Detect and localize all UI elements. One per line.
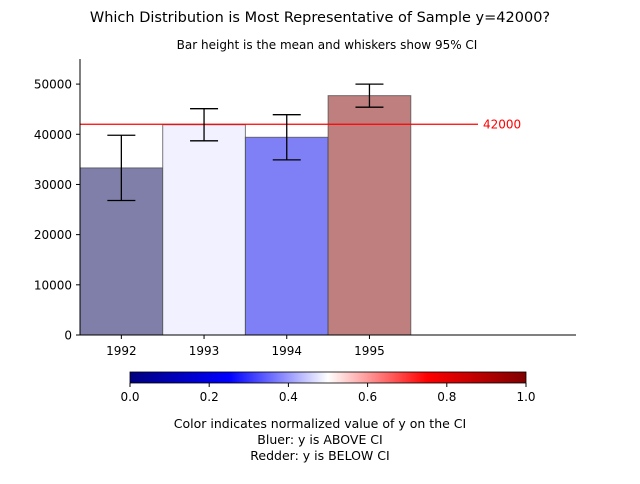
colorbar-tick-label: 0.2	[200, 390, 219, 404]
bar-1993	[162, 124, 246, 336]
colorbar-tick-label: 0.8	[437, 390, 456, 404]
y-tick-label: 30000	[34, 178, 72, 192]
colorbar-tick-label: 0.0	[120, 390, 139, 404]
x-tick-label-1993: 1993	[189, 344, 220, 358]
colorbar-caption-line-2: Bluer: y is ABOVE CI	[257, 432, 382, 447]
colorbar-tick-label: 0.6	[358, 390, 377, 404]
colorbar: 0.0 0.2 0.4 0.6 0.8 1.0 Color indicates norma…	[120, 371, 536, 463]
colorbar-caption-line-1: Color indicates normalized value of y on…	[174, 416, 466, 431]
colorbar-gradient	[129, 371, 527, 384]
bar-1994	[244, 136, 329, 336]
chart-subtitle: Bar height is the mean and whiskers show…	[177, 38, 478, 52]
x-tick-label-1994: 1994	[271, 344, 302, 358]
y-tick-label: 50000	[34, 78, 72, 92]
bar-1995	[327, 95, 412, 336]
reference-line-label: 42000	[483, 118, 521, 132]
plot-area: 42000 0 10000 20000 30000 40000 50000 1992 1993 1…	[34, 59, 576, 358]
colorbar-tick-label: 0.4	[279, 390, 298, 404]
y-tick-label: 40000	[34, 128, 72, 142]
x-tick-label-1995: 1995	[354, 344, 385, 358]
x-tick-label-1992: 1992	[106, 344, 137, 358]
colorbar-tick-label: 1.0	[516, 390, 535, 404]
chart-title: Which Distribution is Most Representativ…	[90, 10, 550, 26]
y-tick-label: 0	[64, 329, 72, 343]
colorbar-caption-line-3: Redder: y is BELOW CI	[250, 448, 389, 463]
y-tick-label: 20000	[34, 228, 72, 242]
colorbar-ticks: 0.0 0.2 0.4 0.6 0.8 1.0	[120, 383, 536, 404]
y-tick-label: 10000	[34, 278, 72, 292]
